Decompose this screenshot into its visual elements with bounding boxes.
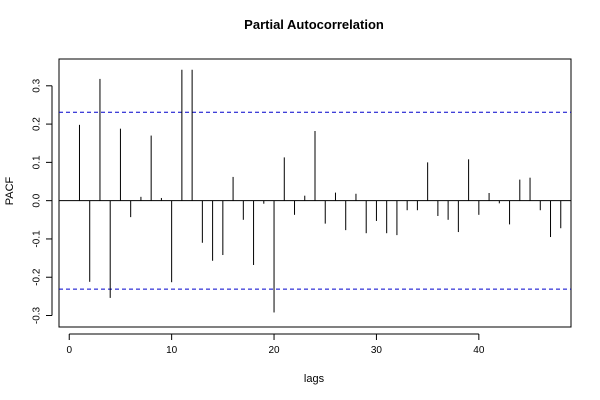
x-axis-label: lags bbox=[304, 373, 325, 385]
x-tick-label: 20 bbox=[268, 345, 280, 356]
x-tick-label: 30 bbox=[371, 345, 383, 356]
x-tick-label: 0 bbox=[66, 345, 72, 356]
y-tick-label: -0.3 bbox=[32, 306, 43, 324]
plot-frame bbox=[58, 58, 572, 328]
x-tick-label: 10 bbox=[166, 345, 178, 356]
y-tick-label: -0.2 bbox=[32, 268, 43, 286]
plot-area: 0 10 20 30 40 -0.3 -0.2 -0.1 0.0 0.1 0.2 0.3 bbox=[32, 58, 572, 356]
y-axis-label: PACF bbox=[4, 176, 16, 205]
x-tick-label: 40 bbox=[473, 345, 485, 356]
y-tick-label: 0.3 bbox=[32, 78, 43, 92]
y-tick-label: 0.1 bbox=[32, 155, 43, 169]
y-tick-label: -0.1 bbox=[32, 230, 43, 248]
chart-title: Partial Autocorrelation bbox=[244, 17, 384, 32]
y-tick-label: 0.0 bbox=[32, 193, 43, 207]
y-tick-label: 0.2 bbox=[32, 117, 43, 131]
